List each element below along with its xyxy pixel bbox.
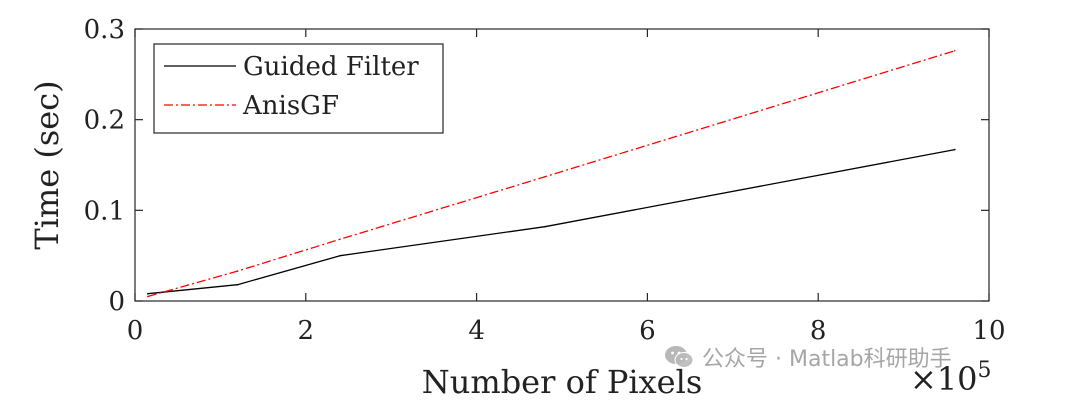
data-point-anisgf <box>147 295 149 298</box>
data-point-guided-filter <box>339 254 341 257</box>
data-point-anisgf <box>544 176 546 178</box>
watermark: 公众号 · Matlab科研助手 <box>664 340 952 374</box>
data-point-guided-filter <box>147 292 149 295</box>
data-point-anisgf <box>954 50 956 52</box>
x-tick-label: 8 <box>810 316 827 346</box>
series-layer <box>147 50 956 298</box>
x-tick-label: 2 <box>298 316 315 346</box>
y-tick-label: 0.3 <box>84 15 125 45</box>
y-axis-title: Time (sec) <box>28 80 66 249</box>
legend-label-guided-filter: Guided Filter <box>243 52 419 82</box>
legend-label-anisgf: AnisGF <box>242 91 339 121</box>
y-tick-label: 0.2 <box>84 106 125 136</box>
axis-ticks: 0 2 4 6 8 10 0 0.1 0.2 0.3 <box>84 15 1006 346</box>
x-tick-label: 10 <box>972 316 1005 346</box>
x-tick-label: 0 <box>127 316 144 346</box>
x-exponent-base: ×10 <box>910 360 978 398</box>
y-tick-label: 0.1 <box>84 196 125 226</box>
data-point-anisgf <box>236 270 239 272</box>
wechat-icon <box>665 346 694 368</box>
data-point-anisgf <box>339 238 341 241</box>
x-tick-label: 4 <box>468 316 485 346</box>
x-exponent-power: 5 <box>978 358 992 383</box>
x-axis-exponent: ×105 <box>910 358 992 398</box>
y-tick-label: 0 <box>108 287 125 317</box>
data-point-guided-filter <box>236 283 239 286</box>
legend-box <box>153 43 444 134</box>
watermark-text: 公众号 · Matlab科研助手 <box>702 347 952 372</box>
x-axis-title: Number of Pixels <box>422 363 703 401</box>
x-tick-label: 6 <box>639 316 656 346</box>
data-point-guided-filter <box>954 148 956 151</box>
data-point-guided-filter <box>544 225 546 228</box>
legend: Guided Filter AnisGF <box>153 43 444 134</box>
